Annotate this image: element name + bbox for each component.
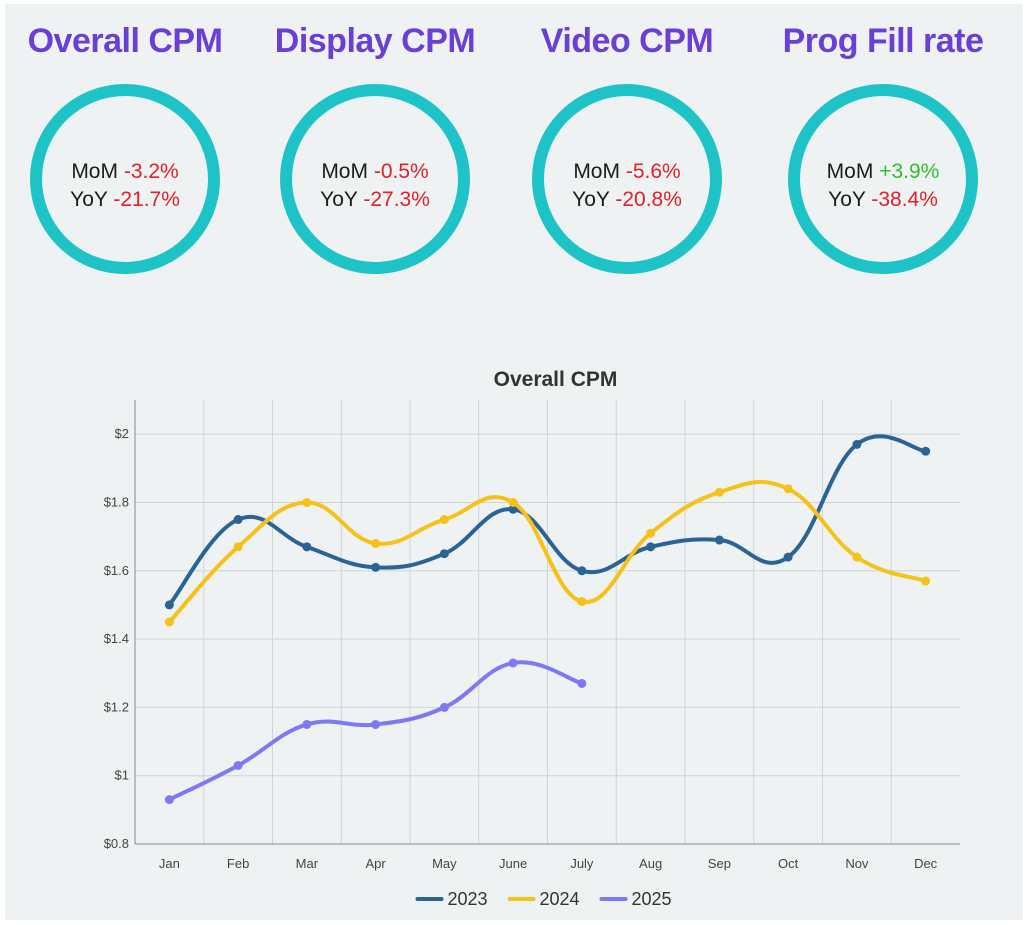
y-tick-label: $1.2: [104, 699, 129, 714]
data-point-2024: [439, 515, 449, 525]
data-point-2023: [508, 504, 518, 514]
x-tick-label: July: [570, 856, 594, 871]
metric-title: Video CPM: [540, 22, 714, 60]
mom-value: +3.9%: [879, 160, 940, 183]
x-tick-label: Feb: [227, 856, 249, 871]
data-point-2025: [371, 719, 381, 729]
data-point-2025: [302, 719, 312, 729]
data-point-2025: [164, 795, 174, 805]
mom-value: -5.6%: [625, 160, 681, 183]
metric-card-overall-cpm: Overall CPM MoM -3.2% YoY -21.7%: [5, 4, 245, 294]
mom-label: MoM: [71, 160, 118, 183]
data-point-2024: [714, 487, 724, 497]
series-line-2025: [167, 660, 584, 802]
data-point-2023: [646, 542, 656, 552]
data-point-2025: [233, 760, 243, 770]
dashboard-panel: Overall CPM MoM -3.2% YoY -21.7% Display…: [5, 4, 1023, 920]
mom-value: -3.2%: [123, 160, 179, 183]
x-tick-label: Nov: [845, 856, 869, 871]
mom-label: MoM: [573, 160, 620, 183]
x-tick-label: Mar: [296, 856, 319, 871]
data-point-2023: [371, 562, 381, 572]
data-point-2023: [233, 515, 243, 525]
data-point-2023: [439, 549, 449, 559]
y-tick-label: $1.4: [104, 631, 129, 646]
data-point-2024: [577, 597, 587, 607]
data-point-2024: [164, 617, 174, 627]
y-tick-label: $1: [115, 768, 129, 783]
mom-label: MoM: [826, 160, 874, 183]
legend-label-2024: 2024: [540, 889, 580, 909]
x-tick-label: Dec: [914, 856, 938, 871]
mom-label: MoM: [321, 160, 368, 183]
legend-label-2023: 2023: [448, 889, 488, 909]
data-point-2024: [508, 497, 518, 507]
data-point-2023: [577, 566, 587, 576]
data-point-2024: [921, 576, 931, 586]
data-point-2023: [921, 446, 931, 456]
metric-card-video-cpm: Video CPM MoM -5.6% YoY -20.8%: [507, 4, 747, 294]
data-point-2023: [714, 535, 724, 545]
yoy-value: -21.7%: [113, 188, 180, 211]
legend-label-2025: 2025: [632, 889, 672, 909]
x-tick-label: June: [499, 856, 527, 871]
chart-title: Overall CPM: [494, 368, 618, 391]
yoy-value: -20.8%: [615, 188, 682, 211]
x-tick-label: May: [432, 856, 457, 871]
data-point-2025: [577, 678, 587, 688]
y-tick-label: $2: [115, 426, 129, 441]
yoy-label: YoY: [320, 188, 358, 211]
series-line-2024: [167, 479, 928, 624]
yoy-label: YoY: [70, 188, 108, 211]
y-tick-label: $1.6: [104, 563, 129, 578]
metric-title: Display CPM: [274, 22, 476, 60]
data-point-2023: [852, 439, 862, 449]
x-tick-label: Sep: [708, 856, 731, 871]
data-point-2023: [302, 542, 312, 552]
metric-card-prog-fill-rate: Prog Fill rate MoM +3.9% YoY -38.4%: [763, 4, 1003, 294]
data-point-2023: [164, 600, 174, 610]
yoy-value: -27.3%: [363, 188, 430, 211]
metric-title: Prog Fill rate: [782, 22, 984, 60]
y-tick-label: $0.8: [104, 836, 129, 851]
x-tick-label: Jan: [159, 856, 180, 871]
data-point-2024: [371, 538, 381, 548]
data-point-2024: [233, 542, 243, 552]
metric-title: Overall CPM: [27, 22, 223, 60]
data-point-2024: [852, 552, 862, 562]
yoy-label: YoY: [572, 188, 610, 211]
data-point-2024: [302, 497, 312, 507]
yoy-value: -38.4%: [871, 188, 938, 211]
series-line-2023: [167, 434, 928, 607]
yoy-label: YoY: [828, 188, 866, 211]
data-point-2024: [783, 484, 793, 494]
data-point-2023: [783, 552, 793, 562]
data-point-2025: [439, 702, 449, 712]
data-point-2024: [646, 528, 656, 538]
x-tick-label: Aug: [639, 856, 662, 871]
y-tick-label: $1.8: [104, 494, 129, 509]
x-tick-label: Oct: [778, 856, 799, 871]
metric-ring: MoM -0.5% YoY -27.3%: [280, 84, 470, 274]
x-tick-label: Apr: [366, 856, 387, 871]
data-point-2025: [508, 658, 518, 668]
mom-value: -0.5%: [373, 160, 429, 183]
metric-card-display-cpm: Display CPM MoM -0.5% YoY -27.3%: [255, 4, 495, 294]
overall-cpm-line-chart: Overall CPM $0.8 $1 $1.2 $1.4 $1.6 $1.8 $2 Jan Fe…: [104, 368, 960, 909]
